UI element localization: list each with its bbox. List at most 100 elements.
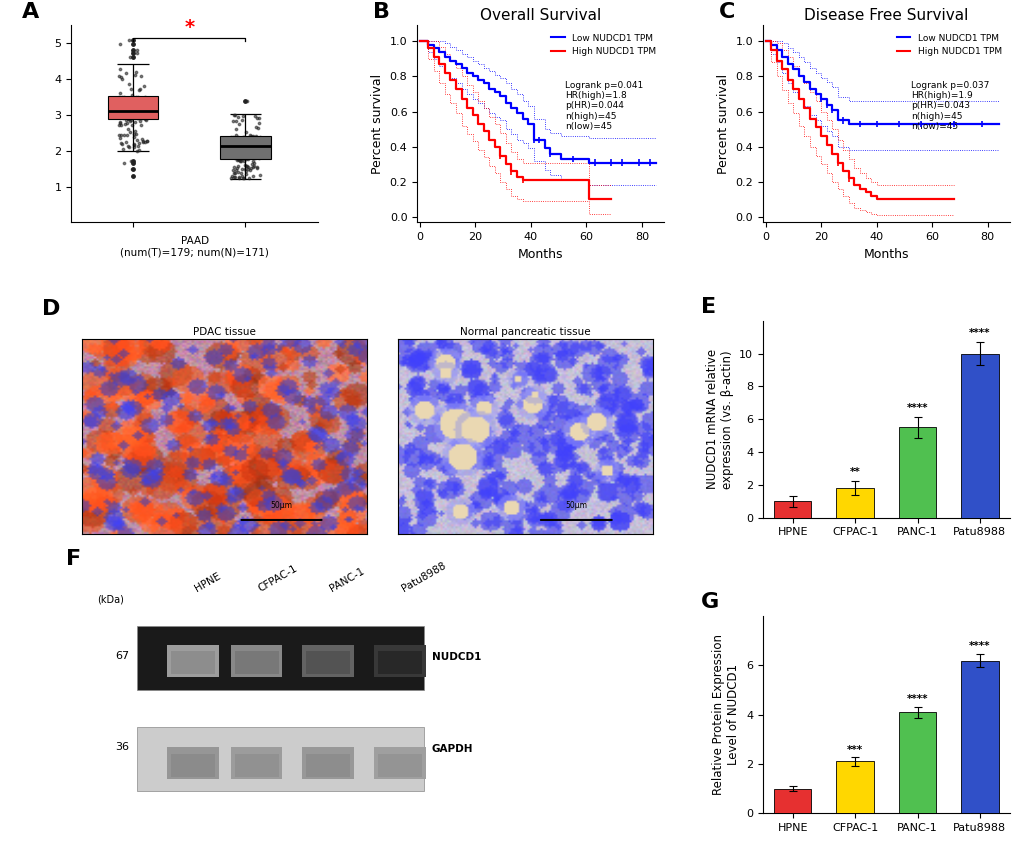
Point [129,91,146,104]
Point [227,149,244,163]
Bar [306,755,350,778]
Point [129,112,146,125]
X-axis label: PAAD
(num(T)=179; num(N)=171): PAAD (num(T)=179; num(N)=171) [120,236,269,257]
Point [224,143,240,157]
Point [120,139,137,152]
Point [226,150,243,163]
Point [130,101,147,114]
Point [237,125,254,139]
Point [226,170,243,184]
Point [116,117,132,130]
Point [137,99,153,113]
Point [245,136,261,149]
Point [240,132,257,146]
Point [122,95,139,108]
Point [128,144,145,158]
Point [223,171,239,185]
Point [135,134,151,147]
Bar [108,97,158,119]
Point [252,139,268,152]
Point [125,157,142,170]
Point [224,143,240,157]
Point [121,92,138,106]
Point [240,133,257,147]
Point [136,105,152,119]
Point [133,103,150,117]
Point [139,111,155,125]
Point [228,161,245,174]
Point [229,150,246,163]
Point [223,169,239,183]
Point [133,112,150,125]
Point [245,161,261,174]
Point [111,91,127,104]
Point [252,141,268,154]
Point [138,96,154,109]
Point [246,157,262,170]
Bar [138,727,423,791]
Point [251,150,267,163]
Point [248,143,264,157]
Point [237,164,254,178]
Point [234,113,251,127]
Title: Normal pancreatic tissue: Normal pancreatic tissue [460,327,590,336]
Point [121,92,138,106]
Point [133,111,150,125]
Title: Overall Survival: Overall Survival [480,8,600,23]
Point [239,136,256,150]
Point [115,105,131,119]
Point [129,111,146,125]
Point [250,135,266,148]
Point [237,141,254,154]
Point [125,34,142,47]
Point [139,135,155,148]
Point [242,146,258,159]
Y-axis label: Percent survival: Percent survival [716,74,730,174]
Text: A: A [22,2,39,21]
Point [137,101,153,114]
Point [113,91,129,104]
Point [138,98,154,112]
Point [113,91,129,104]
Point [116,106,132,119]
Text: C: C [717,2,734,21]
Point [138,93,154,107]
Text: *: * [184,19,195,37]
Point [228,153,245,167]
Point [236,162,253,175]
Point [132,101,149,114]
Point [131,81,148,95]
Text: ****: **** [906,695,927,705]
Text: G: G [700,592,718,612]
Point [245,154,261,168]
Point [223,133,239,147]
Text: B: B [372,2,389,21]
Point [239,142,256,156]
Point [131,107,148,120]
Bar [234,651,278,674]
Point [121,34,138,47]
Point [125,106,142,119]
Point [237,149,254,163]
Point [129,100,146,113]
Point [113,70,129,84]
Point [231,154,248,168]
Point [137,135,153,148]
Point [227,151,244,164]
Point [236,138,253,152]
Point [131,101,148,114]
Point [121,112,138,125]
Point [245,130,261,143]
Text: Patu8988: Patu8988 [399,561,447,594]
Point [225,114,242,128]
Point [129,109,146,123]
Point [127,127,144,141]
Point [235,154,252,168]
Point [128,133,145,147]
Point [137,112,153,125]
Point [240,172,257,185]
Point [232,132,249,146]
Point [237,150,254,163]
Point [118,108,135,122]
Text: Logrank p=0.037
HR(high)=1.9
p(HR)=0.043
n(high)=45
n(low)=45: Logrank p=0.037 HR(high)=1.9 p(HR)=0.043… [910,80,988,131]
